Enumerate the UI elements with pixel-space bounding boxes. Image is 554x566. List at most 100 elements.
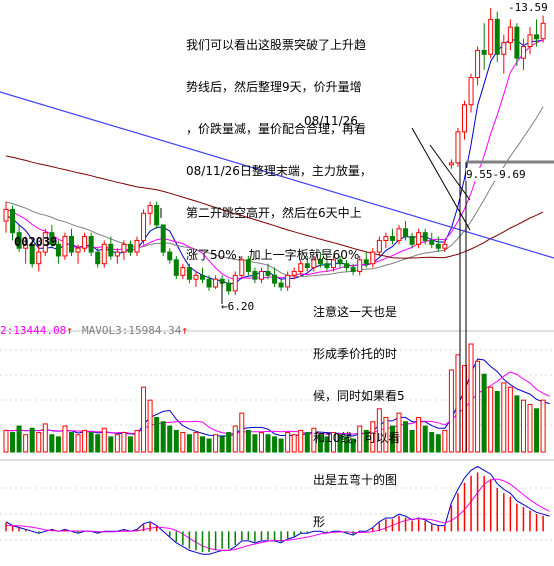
candle-body bbox=[317, 259, 323, 265]
volume-bar bbox=[448, 369, 454, 453]
volume-bar bbox=[403, 421, 409, 453]
volume-bar bbox=[42, 423, 48, 453]
volume-ma3-label: MAVOL3:15984.34↑ bbox=[82, 324, 188, 337]
volume-bar bbox=[49, 434, 55, 453]
volume-bar bbox=[494, 391, 500, 453]
volume-bar bbox=[29, 427, 35, 453]
candle-body bbox=[507, 26, 513, 44]
candle-body bbox=[186, 267, 192, 280]
volume-bar bbox=[245, 429, 251, 453]
volume-bar bbox=[422, 425, 428, 453]
volume-bar bbox=[127, 436, 133, 453]
volume-bar bbox=[481, 373, 487, 453]
gap-range-label: 9.55-9.69 bbox=[466, 168, 526, 181]
analysis-line: 第二开跳空高开，然后在6天中上 bbox=[186, 206, 362, 220]
volume-bar bbox=[337, 434, 343, 453]
volume-bars bbox=[3, 343, 546, 453]
volume-bar bbox=[200, 436, 205, 453]
low-price-value: 6.20 bbox=[227, 300, 255, 313]
candle-body bbox=[10, 208, 16, 234]
candle-body bbox=[29, 243, 35, 265]
volume-bar bbox=[272, 436, 278, 453]
volume-bar bbox=[475, 360, 481, 453]
candle-body bbox=[114, 251, 120, 257]
volume-ma2-label: 2:13444.08↑ bbox=[0, 324, 73, 337]
volume-bar bbox=[121, 432, 127, 453]
candle-body bbox=[448, 162, 454, 166]
volume-bar bbox=[265, 434, 271, 453]
volume-bar bbox=[193, 432, 199, 453]
analysis-line: 势线后，然后整理9天，价升量增 bbox=[186, 80, 362, 94]
volume-bar bbox=[304, 432, 310, 453]
macd-histogram bbox=[5, 472, 544, 553]
volume-ma2-value: 2:13444.08 bbox=[0, 324, 67, 337]
volume-bar bbox=[363, 429, 369, 453]
volume-bar bbox=[167, 425, 173, 453]
candle-body bbox=[134, 239, 140, 253]
volume-bar bbox=[291, 434, 297, 453]
macd-dea-line bbox=[6, 478, 550, 551]
candle-body bbox=[520, 46, 526, 59]
candle-body bbox=[534, 34, 540, 40]
candle-body bbox=[200, 274, 205, 280]
candle-body bbox=[108, 243, 114, 257]
volume-bar bbox=[488, 386, 494, 453]
candle-body bbox=[127, 243, 133, 253]
candle-body bbox=[82, 236, 88, 249]
candle-body bbox=[396, 228, 402, 241]
volume-bar bbox=[3, 429, 9, 453]
volume-bar bbox=[232, 425, 238, 453]
candle-body bbox=[304, 263, 310, 269]
volume-bar bbox=[101, 427, 107, 453]
note-text: 注意这一天也是 形成季价托的时 候，同时如果看5 和10线，可以看 出是五弯十的… bbox=[313, 277, 405, 543]
candle-body bbox=[527, 34, 533, 48]
volume-bar bbox=[331, 432, 336, 453]
volume-bar bbox=[147, 399, 153, 453]
volume-bar bbox=[95, 434, 101, 453]
candle-body bbox=[350, 267, 356, 272]
volume-bar bbox=[173, 429, 179, 453]
candle-body bbox=[173, 259, 179, 276]
candle-body bbox=[258, 270, 264, 280]
candle-body bbox=[252, 270, 258, 280]
candle-body bbox=[167, 251, 173, 261]
note-line: 出是五弯十的图 bbox=[313, 473, 398, 487]
candle-body bbox=[285, 274, 291, 288]
volume-bar bbox=[540, 399, 546, 453]
volume-bar bbox=[324, 436, 330, 453]
volume-bar bbox=[23, 434, 29, 453]
candle-body bbox=[370, 251, 376, 265]
candle-body bbox=[357, 259, 363, 272]
candle-body bbox=[462, 104, 467, 133]
candle-body bbox=[62, 236, 68, 257]
volume-bar bbox=[154, 416, 160, 453]
stock-code: 002039 bbox=[14, 235, 58, 249]
ma60-line bbox=[5, 155, 544, 259]
volume-bar bbox=[239, 412, 245, 453]
candle-body bbox=[239, 259, 245, 276]
high-price-value: 13.59 bbox=[514, 1, 548, 14]
candle-body bbox=[121, 243, 127, 253]
note-line: 注意这一天也是 bbox=[313, 305, 398, 319]
volume-bar bbox=[527, 403, 533, 453]
candle-body bbox=[455, 131, 461, 164]
volume-bar bbox=[507, 386, 513, 453]
candle-body bbox=[206, 278, 212, 288]
candle-body bbox=[141, 212, 147, 241]
analysis-line: 涨了50%，加上一字板就是60% bbox=[186, 248, 360, 262]
volume-bar bbox=[501, 382, 507, 453]
candle-body bbox=[42, 232, 48, 253]
candle-body bbox=[49, 232, 55, 245]
volume-bar bbox=[69, 432, 74, 453]
candle-body bbox=[265, 270, 271, 276]
high-price-label: -13.59 bbox=[508, 1, 548, 14]
volume-bar bbox=[219, 436, 225, 453]
volume-bar bbox=[468, 343, 474, 453]
analysis-text: 我们可以看出这股票突破了上升趋 势线后，然后整理9天，价升量增 ，价跌量减，量价… bbox=[186, 10, 372, 276]
candle-body bbox=[154, 205, 160, 226]
candle-body bbox=[422, 232, 428, 241]
candle-body bbox=[494, 18, 500, 55]
candle-body bbox=[75, 247, 81, 253]
candle-body bbox=[403, 228, 409, 238]
volume-bar bbox=[82, 429, 88, 453]
